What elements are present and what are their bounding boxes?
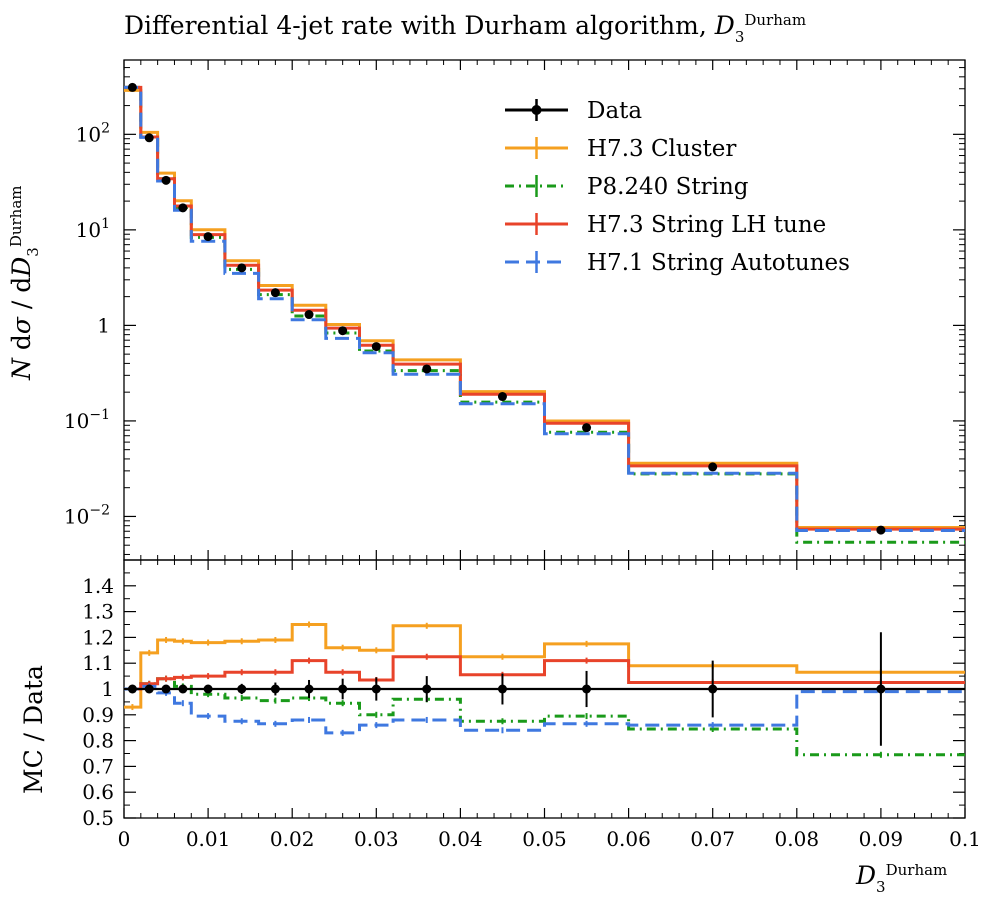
y-tick-label: 10−1 [64, 407, 110, 433]
data-point [876, 525, 886, 535]
ratio-y-tick-label: 1.3 [82, 600, 114, 624]
legend-label: Data [587, 98, 642, 124]
ratio-y-tick-label: 0.5 [82, 806, 114, 830]
ratio-line-p8-240-string [124, 677, 965, 757]
legend-entry: P8.240 String [505, 174, 749, 200]
y-axis-label-main: N dσ / dD3Durham [7, 185, 42, 381]
ratio-data-point [876, 684, 886, 694]
ratio-data-point [144, 684, 154, 694]
ratio-y-tick-label: 0.6 [82, 780, 114, 804]
main-frame [123, 59, 966, 561]
y-tick-label: 1 [97, 313, 110, 337]
data-point [127, 82, 137, 92]
ratio-data-point [237, 684, 247, 694]
ratio-data-point [497, 684, 507, 694]
data-point [270, 288, 280, 298]
data-point [371, 342, 381, 352]
legend: Data H7.3 Cluster P8.240 String H7.3 String… [505, 98, 850, 276]
x-tick-label: 0.09 [859, 827, 904, 851]
x-tick-label: 0.02 [270, 827, 315, 851]
legend-label: P8.240 String [587, 174, 749, 200]
x-tick-label: 0.01 [186, 827, 231, 851]
ratio-y-tick-label: 1.1 [82, 651, 114, 675]
ratio-data-point [127, 684, 137, 694]
data-point [144, 133, 154, 143]
y-axis-label-ratio: MC / Data [19, 665, 48, 794]
data-point [203, 232, 213, 242]
ratio-data-point [582, 684, 592, 694]
legend-entry: H7.3 String LH tune [505, 212, 826, 238]
legend-label: H7.1 String Autotunes [587, 250, 850, 276]
ratio-data-point [371, 684, 381, 694]
x-tick-label: 0 [118, 827, 131, 851]
ratio-data-point [304, 684, 314, 694]
y-tick-label: 101 [76, 216, 110, 242]
x-tick-label: 0.06 [606, 827, 651, 851]
ratio-data-point [270, 684, 280, 694]
ratio-y-tick-label: 0.7 [82, 754, 114, 778]
data-point [582, 423, 592, 433]
ratio-y-tick-label: 1.2 [82, 625, 114, 649]
x-axis-label: D3Durham [855, 861, 947, 896]
ratio-data-point [338, 684, 348, 694]
chart-title: Differential 4-jet rate with Durham algo… [124, 11, 806, 46]
x-tick-label: 0.08 [775, 827, 820, 851]
ratio-data-point [203, 684, 213, 694]
ratio-y-tick-label: 1.4 [82, 574, 114, 598]
legend-entry: H7.3 Cluster [505, 136, 736, 162]
ratio-y-tick-label: 1 [101, 677, 114, 701]
legend-entry: H7.1 String Autotunes [505, 250, 850, 276]
x-tick-label: 0.07 [690, 827, 735, 851]
series-line-p8-240-string [124, 85, 965, 544]
y-tick-label: 102 [76, 120, 110, 146]
data-point [708, 462, 718, 472]
legend-entry: Data [505, 98, 642, 124]
data-point [178, 203, 188, 213]
ratio-panel: 0 0.01 0.02 0.03 0.04 0.05 0.06 0.07 0.08 0.09 0.1… [82, 60, 981, 851]
legend-label: H7.3 Cluster [587, 136, 736, 162]
x-tick-label: 0.03 [354, 827, 399, 851]
ratio-y-tick-label: 0.9 [82, 703, 114, 727]
legend-marker [531, 105, 542, 115]
ratio-data-point [422, 684, 432, 694]
ratio-data-point [708, 684, 718, 694]
main-panel: 102 101 1 10−1 10−2 [64, 59, 966, 561]
x-tick-label: 0.04 [438, 827, 483, 851]
ratio-line-h7-1-string-autotunes [124, 684, 965, 735]
legend-label: H7.3 String LH tune [587, 212, 826, 238]
ratio-y-tick-label: 0.8 [82, 729, 114, 753]
series-line-h7-3-string-lh-tune [124, 85, 965, 531]
x-tick-label: 0.05 [522, 827, 567, 851]
data-point [161, 175, 171, 185]
y-tick-label: 10−2 [64, 502, 110, 528]
data-point [338, 326, 348, 336]
x-tick-label: 0.1 [949, 827, 981, 851]
series-line-h7-1-string-autotunes [124, 85, 965, 532]
ratio-data-point [161, 684, 171, 694]
data-point [422, 364, 432, 374]
data-point [304, 310, 314, 320]
series-line-h7-3-cluster [124, 88, 965, 529]
data-point [237, 263, 247, 273]
data-point [497, 392, 507, 402]
ratio-data-point [178, 684, 188, 694]
